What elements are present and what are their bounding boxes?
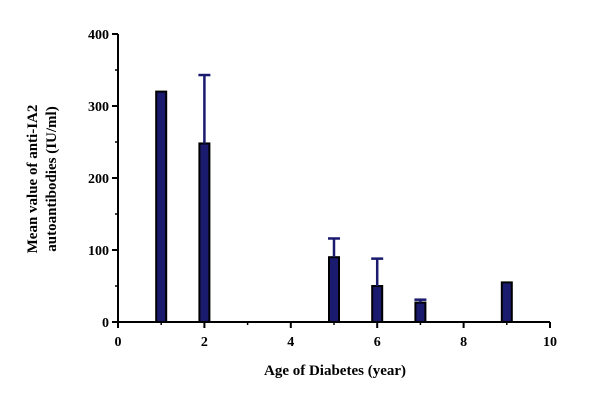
bar (155, 90, 168, 323)
bar (198, 142, 211, 323)
y-tick-label: 100 (88, 244, 109, 259)
x-tick-label: 8 (460, 335, 467, 350)
bars (155, 90, 513, 324)
y-tick-label: 200 (88, 172, 109, 187)
y-axis-label: Mean value of anti-IA2 autoantibodies (I… (25, 105, 60, 254)
bar (500, 281, 513, 323)
x-tick-label: 0 (115, 335, 122, 350)
x-axis-label: Age of Diabetes (year) (264, 363, 406, 379)
x-tick-label: 4 (287, 335, 294, 350)
bar (328, 256, 340, 324)
x-tick-label: 6 (374, 335, 381, 350)
y-axis-label-line-2: autoantibodies (IU/ml) (44, 106, 60, 251)
y-axis-label-line-1: Mean value of anti-IA2 (25, 105, 41, 254)
x-tick-label: 2 (201, 335, 208, 350)
x-tick-label: 10 (543, 335, 557, 350)
bar (371, 285, 384, 323)
error-bars (198, 73, 427, 303)
bar (414, 301, 427, 323)
y-tick-label: 0 (102, 316, 109, 331)
ticks: 0 100 200 300 400 0 2 4 6 8 10 (88, 28, 557, 350)
y-tick-label: 300 (88, 100, 109, 115)
y-tick-label: 400 (88, 28, 109, 43)
